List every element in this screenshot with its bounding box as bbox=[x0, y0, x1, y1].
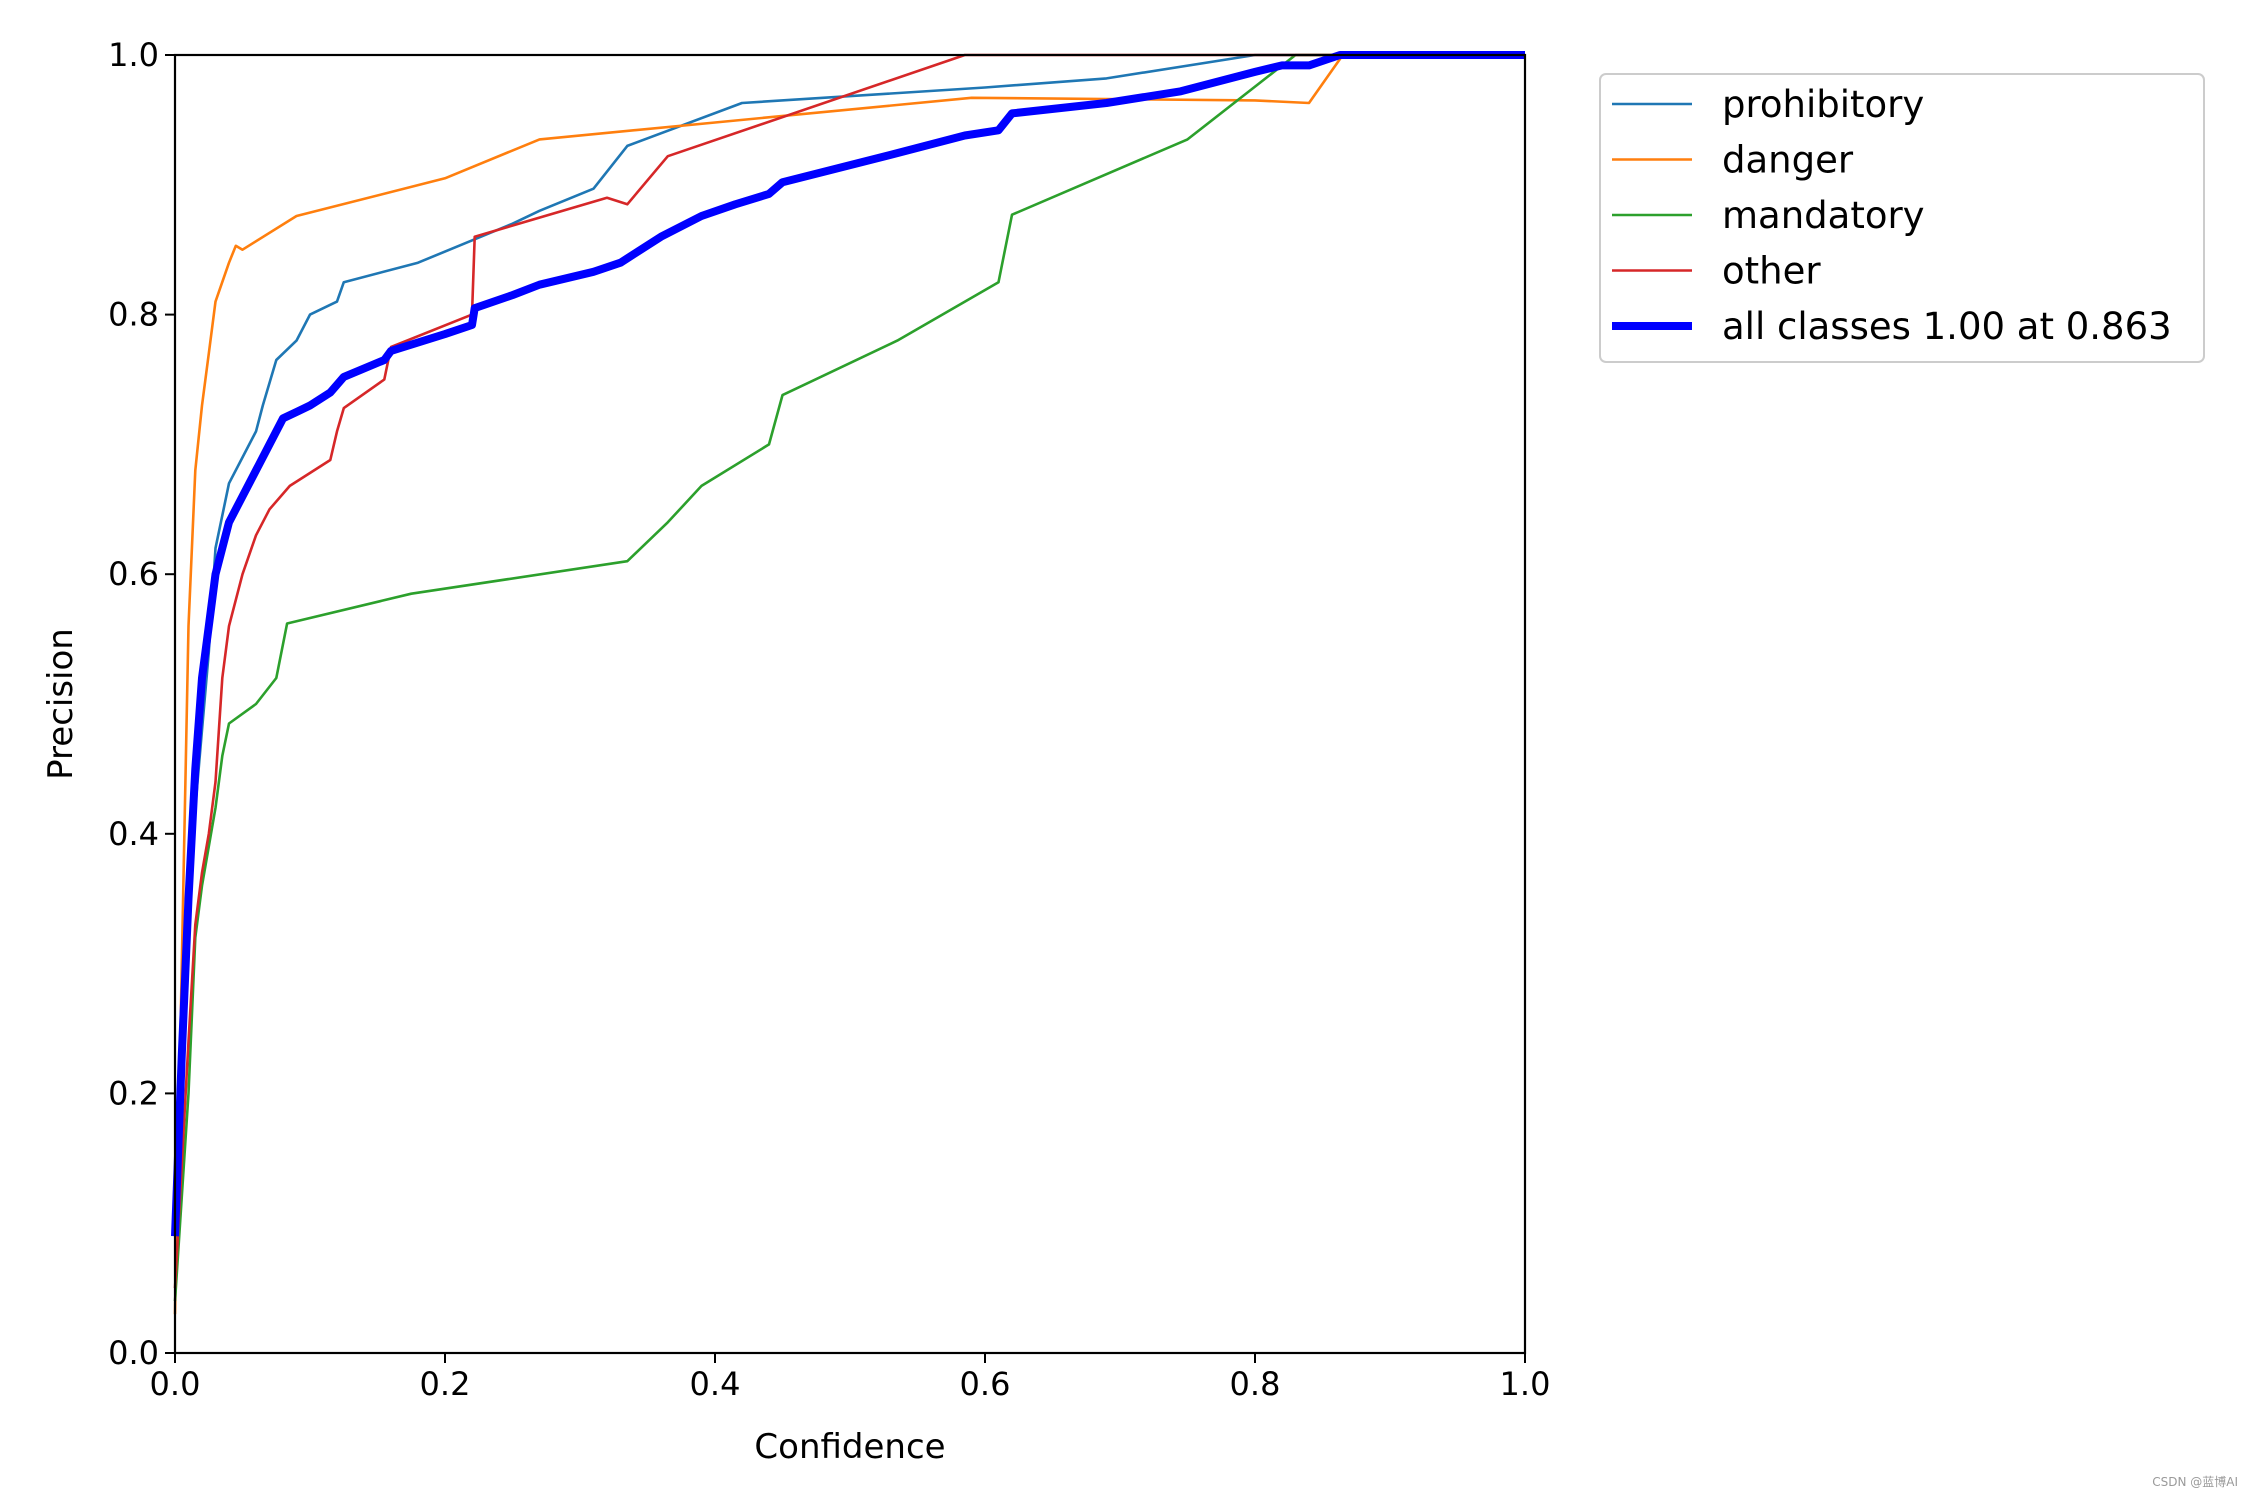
y-tick-label: 1.0 bbox=[108, 36, 159, 74]
x-tick-label: 0.6 bbox=[960, 1365, 1011, 1403]
legend-label-0: prohibitory bbox=[1722, 83, 1924, 126]
y-axis-label: Precision bbox=[41, 628, 81, 780]
y-tick-label: 0.8 bbox=[108, 296, 159, 334]
y-tick-label: 0.6 bbox=[108, 555, 159, 593]
series-line-4 bbox=[171, 51, 1525, 1237]
y-tick-label: 0.2 bbox=[108, 1074, 159, 1112]
x-tick-label: 0.4 bbox=[690, 1365, 741, 1403]
legend: prohibitory danger mandatory other all class… bbox=[1599, 73, 2205, 363]
series-line-3 bbox=[173, 53, 1525, 1289]
legend-label-2: mandatory bbox=[1722, 194, 1925, 237]
plot-frame bbox=[173, 53, 1527, 1355]
series-line-2 bbox=[173, 53, 1525, 1302]
x-tick-label: 0.2 bbox=[420, 1365, 471, 1403]
axis-ticks: 0.0 0.2 0.4 0.6 0.8 1.0 0.0 0.2 0.4 0.6 0.8 1.0 bbox=[108, 36, 1550, 1403]
x-tick-label: 1.0 bbox=[1500, 1365, 1551, 1403]
y-tick-label: 0.0 bbox=[108, 1334, 159, 1372]
series-line-1 bbox=[173, 53, 1525, 1315]
x-axis-label: Confidence bbox=[754, 1427, 945, 1467]
x-tick-label: 0.8 bbox=[1230, 1365, 1281, 1403]
x-tick-label: 0.0 bbox=[150, 1365, 201, 1403]
legend-box bbox=[1599, 73, 2205, 363]
legend-label-4: all classes 1.00 at 0.863 bbox=[1722, 305, 2172, 348]
watermark: CSDN @蓝博AI bbox=[2152, 1475, 2238, 1489]
legend-label-3: other bbox=[1722, 250, 1821, 293]
y-tick-label: 0.4 bbox=[108, 815, 159, 853]
series-layer bbox=[171, 51, 1525, 1315]
legend-label-1: danger bbox=[1722, 139, 1854, 182]
